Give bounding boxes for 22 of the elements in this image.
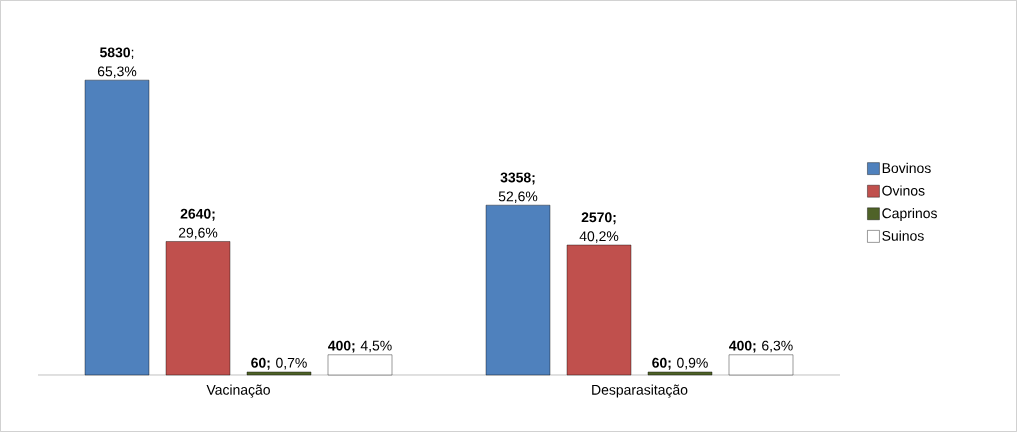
bar [566,244,632,376]
data-label: 60; 0,9% [652,357,708,370]
data-label: 2570; 40,2% [579,212,619,243]
data-label: 5830; 65,3% [97,47,137,78]
data-label: 2640; 29,6% [178,208,218,240]
data-label: 400; 6,3% [729,340,793,353]
data-label: 60; 0,7% [251,357,307,370]
bar [327,354,393,376]
legend-label: Caprinos [882,207,937,221]
bar [165,241,231,376]
x-tick-label: Vacinação [206,384,270,398]
x-tick-label: Desparasitação [592,384,688,398]
legend-label: Ovinos [882,185,925,196]
bar [485,204,551,376]
bar [647,371,713,376]
legend-label: Suinos [882,230,924,241]
bar [728,354,794,376]
bar [84,79,150,376]
bar [246,371,312,376]
data-label: 3358; 52,6% [498,172,538,203]
legend-label: Bovinos [882,162,931,174]
data-label: 400; 4,5% [328,340,392,353]
